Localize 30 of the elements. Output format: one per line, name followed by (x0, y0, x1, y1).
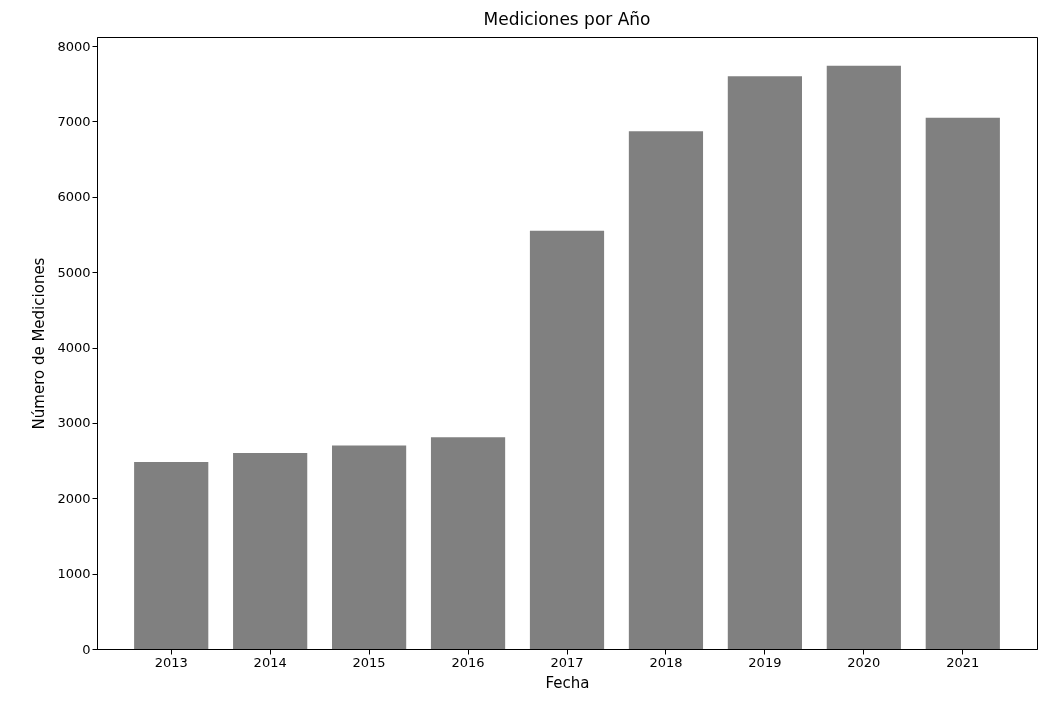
bar (430, 437, 506, 649)
x-tick-label: 2014 (253, 654, 287, 670)
y-tick-label: 1000 (57, 566, 91, 582)
x-tick-label: 2015 (352, 654, 386, 670)
x-tick-label: 2021 (946, 654, 980, 670)
y-tick-label: 7000 (57, 113, 91, 129)
y-axis-title: Número de Mediciones (30, 257, 49, 430)
y-tick-label: 0 (82, 641, 91, 657)
bar (529, 230, 605, 649)
x-tick-label: 2018 (649, 654, 683, 670)
x-tick-label: 2017 (550, 654, 584, 670)
x-axis-title: Fecha (545, 673, 590, 692)
bar (332, 445, 407, 649)
y-tick-label: 6000 (57, 189, 91, 205)
x-tick-label: 2019 (748, 654, 782, 670)
bar (233, 453, 308, 649)
x-tick-label: 2020 (847, 654, 881, 670)
x-tick-label: 2016 (451, 654, 485, 670)
y-tick-label: 8000 (57, 38, 91, 54)
bar (925, 117, 1000, 649)
y-tick-label: 3000 (57, 415, 91, 431)
x-tick-label: 2013 (154, 654, 188, 670)
bar (134, 462, 209, 649)
y-tick-label: 4000 (57, 340, 91, 356)
y-tick-label: 5000 (57, 264, 91, 280)
bar (628, 131, 704, 649)
bar (826, 65, 901, 649)
chart-title: Mediciones por Año (483, 9, 651, 29)
bar (727, 76, 802, 649)
y-tick-label: 2000 (57, 490, 91, 506)
